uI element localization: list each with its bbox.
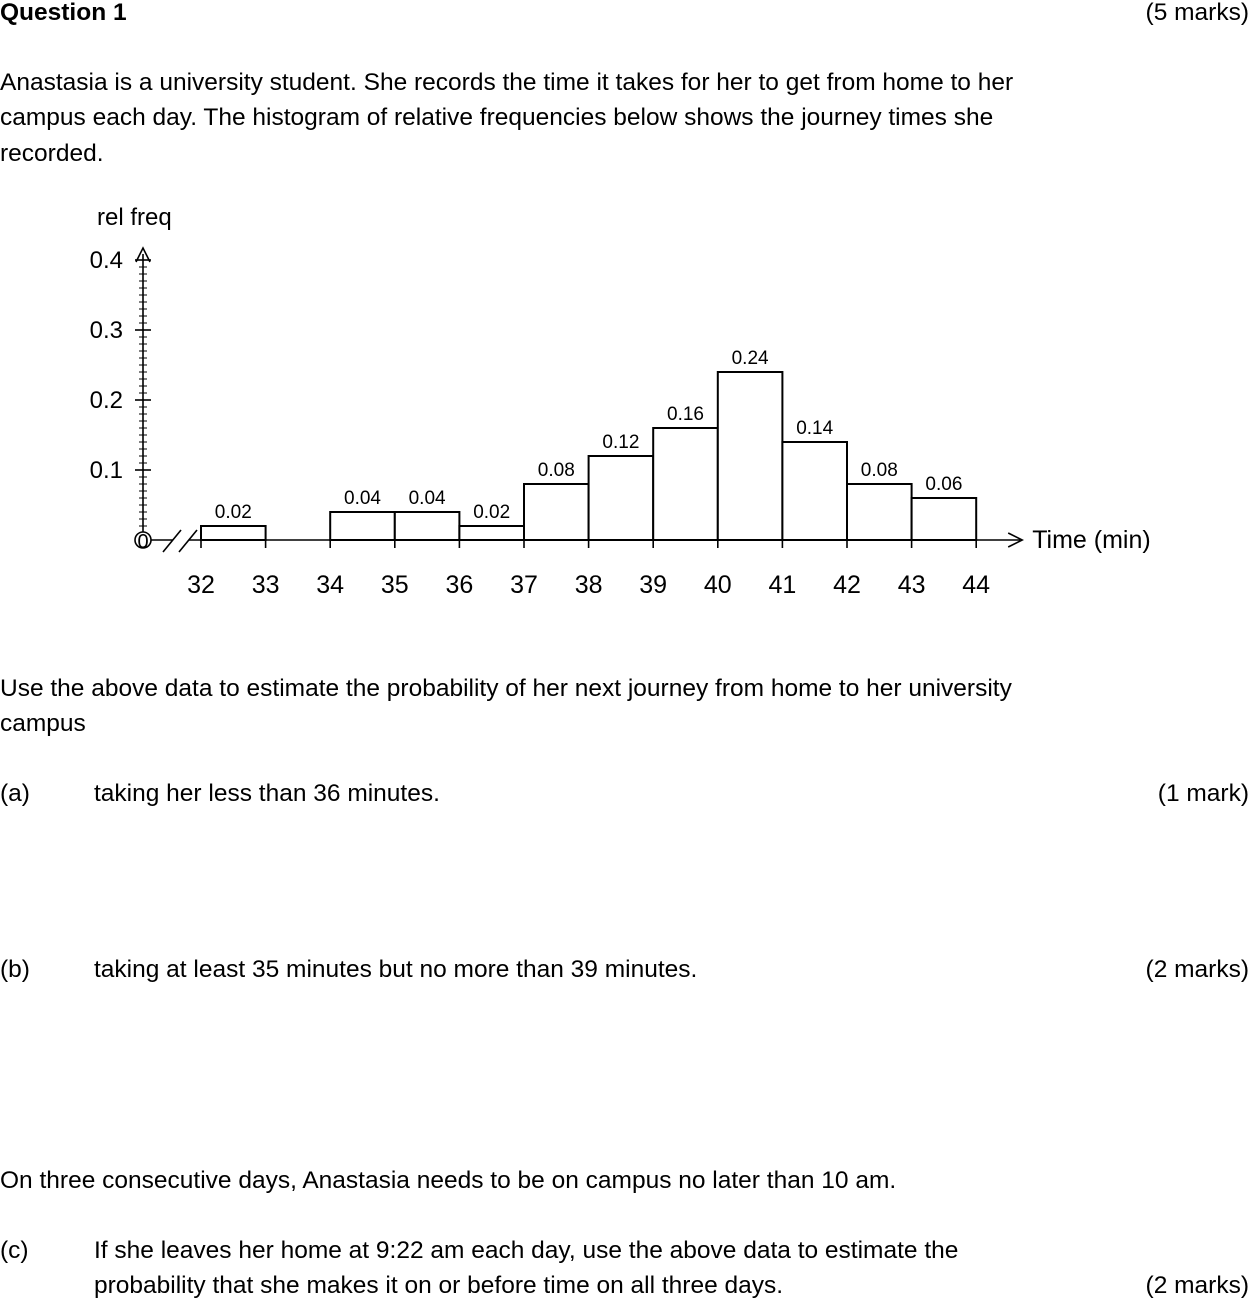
x-tick-label: 37 xyxy=(510,571,538,599)
bar-value-label: 0.02 xyxy=(215,502,252,523)
axes xyxy=(134,246,1024,553)
prompt-line-1: Use the above data to estimate the proba… xyxy=(0,675,1012,702)
y-tick-label: 0.3 xyxy=(90,317,123,344)
origin-label: 0 xyxy=(137,531,148,553)
x-axis-arrow xyxy=(1007,532,1024,548)
bar-42-43 xyxy=(846,483,913,541)
y-tick-label: 0.4 xyxy=(90,247,123,274)
x-tick-label: 39 xyxy=(639,571,667,599)
histogram-chart: 0.02 0.04 0.04 0.02 0.08 0.12 0.16 0.24 0.14 0.08… xyxy=(90,204,1151,599)
histogram-bars xyxy=(200,371,978,541)
total-marks: (5 marks) xyxy=(1145,0,1249,26)
bar-value-label: 0.12 xyxy=(602,432,639,453)
part-a-text: taking her less than 36 minutes. xyxy=(94,780,440,807)
chart-labels: 0.02 0.04 0.04 0.02 0.08 0.12 0.16 0.24 0.14 0.08… xyxy=(90,204,1151,599)
axis-break-mark xyxy=(178,529,198,553)
axis-break-mark xyxy=(162,529,182,553)
bar-41-42 xyxy=(781,441,849,541)
part-b-label: (b) xyxy=(0,956,30,983)
x-tick-label: 38 xyxy=(575,571,603,599)
question-title: Question 1 xyxy=(0,0,127,26)
x-tick-label: 32 xyxy=(187,571,215,599)
part-c-text-line-1: If she leaves her home at 9:22 am each d… xyxy=(94,1237,959,1264)
bar-value-label: 0.04 xyxy=(409,488,446,509)
bar-40-41 xyxy=(716,371,784,541)
intro-line-3: recorded. xyxy=(0,140,104,167)
part-c-context: On three consecutive days, Anastasia nee… xyxy=(0,1167,897,1194)
bar-32-33 xyxy=(200,525,267,541)
bar-value-label: 0.24 xyxy=(732,348,769,369)
y-axis-arrow xyxy=(135,246,151,263)
x-axis-title: Time (min) xyxy=(1032,526,1151,554)
x-tick-label: 44 xyxy=(962,571,990,599)
bar-37-38 xyxy=(523,483,590,541)
part-c-text-line-2: probability that she makes it on or befo… xyxy=(94,1272,784,1299)
bar-value-label: 0.14 xyxy=(796,418,833,439)
bar-38-39 xyxy=(587,455,655,541)
prompt-line-2: campus xyxy=(0,710,86,737)
bar-value-label: 0.04 xyxy=(344,488,381,509)
bar-value-label: 0.08 xyxy=(538,460,575,481)
part-c-label: (c) xyxy=(0,1237,29,1264)
intro-line-1: Anastasia is a university student. She r… xyxy=(0,69,1014,96)
bar-39-40 xyxy=(652,427,719,541)
y-axis-title: rel freq xyxy=(97,204,172,231)
x-tick-label: 43 xyxy=(898,571,926,599)
part-a-label: (a) xyxy=(0,780,30,807)
bar-36-37 xyxy=(458,525,525,541)
x-tick-label: 34 xyxy=(316,571,344,599)
part-b-marks: (2 marks) xyxy=(1145,956,1249,983)
intro-line-2: campus each day. The histogram of relati… xyxy=(0,104,994,131)
bar-value-label: 0.08 xyxy=(861,460,898,481)
part-b-text: taking at least 35 minutes but no more t… xyxy=(94,956,698,983)
y-tick-label: 0.2 xyxy=(90,387,123,414)
x-tick-label: 42 xyxy=(833,571,861,599)
bar-43-44 xyxy=(910,497,978,541)
part-c-marks: (2 marks) xyxy=(1145,1272,1249,1299)
y-tick-label: 0.1 xyxy=(90,457,123,484)
bar-value-label: 0.02 xyxy=(473,502,510,523)
bar-value-label: 0.16 xyxy=(667,404,704,425)
x-tick-label: 40 xyxy=(704,571,732,599)
x-tick-label: 41 xyxy=(768,571,796,599)
x-tick-label: 36 xyxy=(445,571,473,599)
bar-34-35 xyxy=(329,511,396,541)
part-a-marks: (1 mark) xyxy=(1157,780,1249,807)
bar-value-label: 0.06 xyxy=(925,474,962,495)
x-tick-label: 35 xyxy=(381,571,409,599)
x-tick-label: 33 xyxy=(252,571,280,599)
bar-35-36 xyxy=(393,511,461,541)
